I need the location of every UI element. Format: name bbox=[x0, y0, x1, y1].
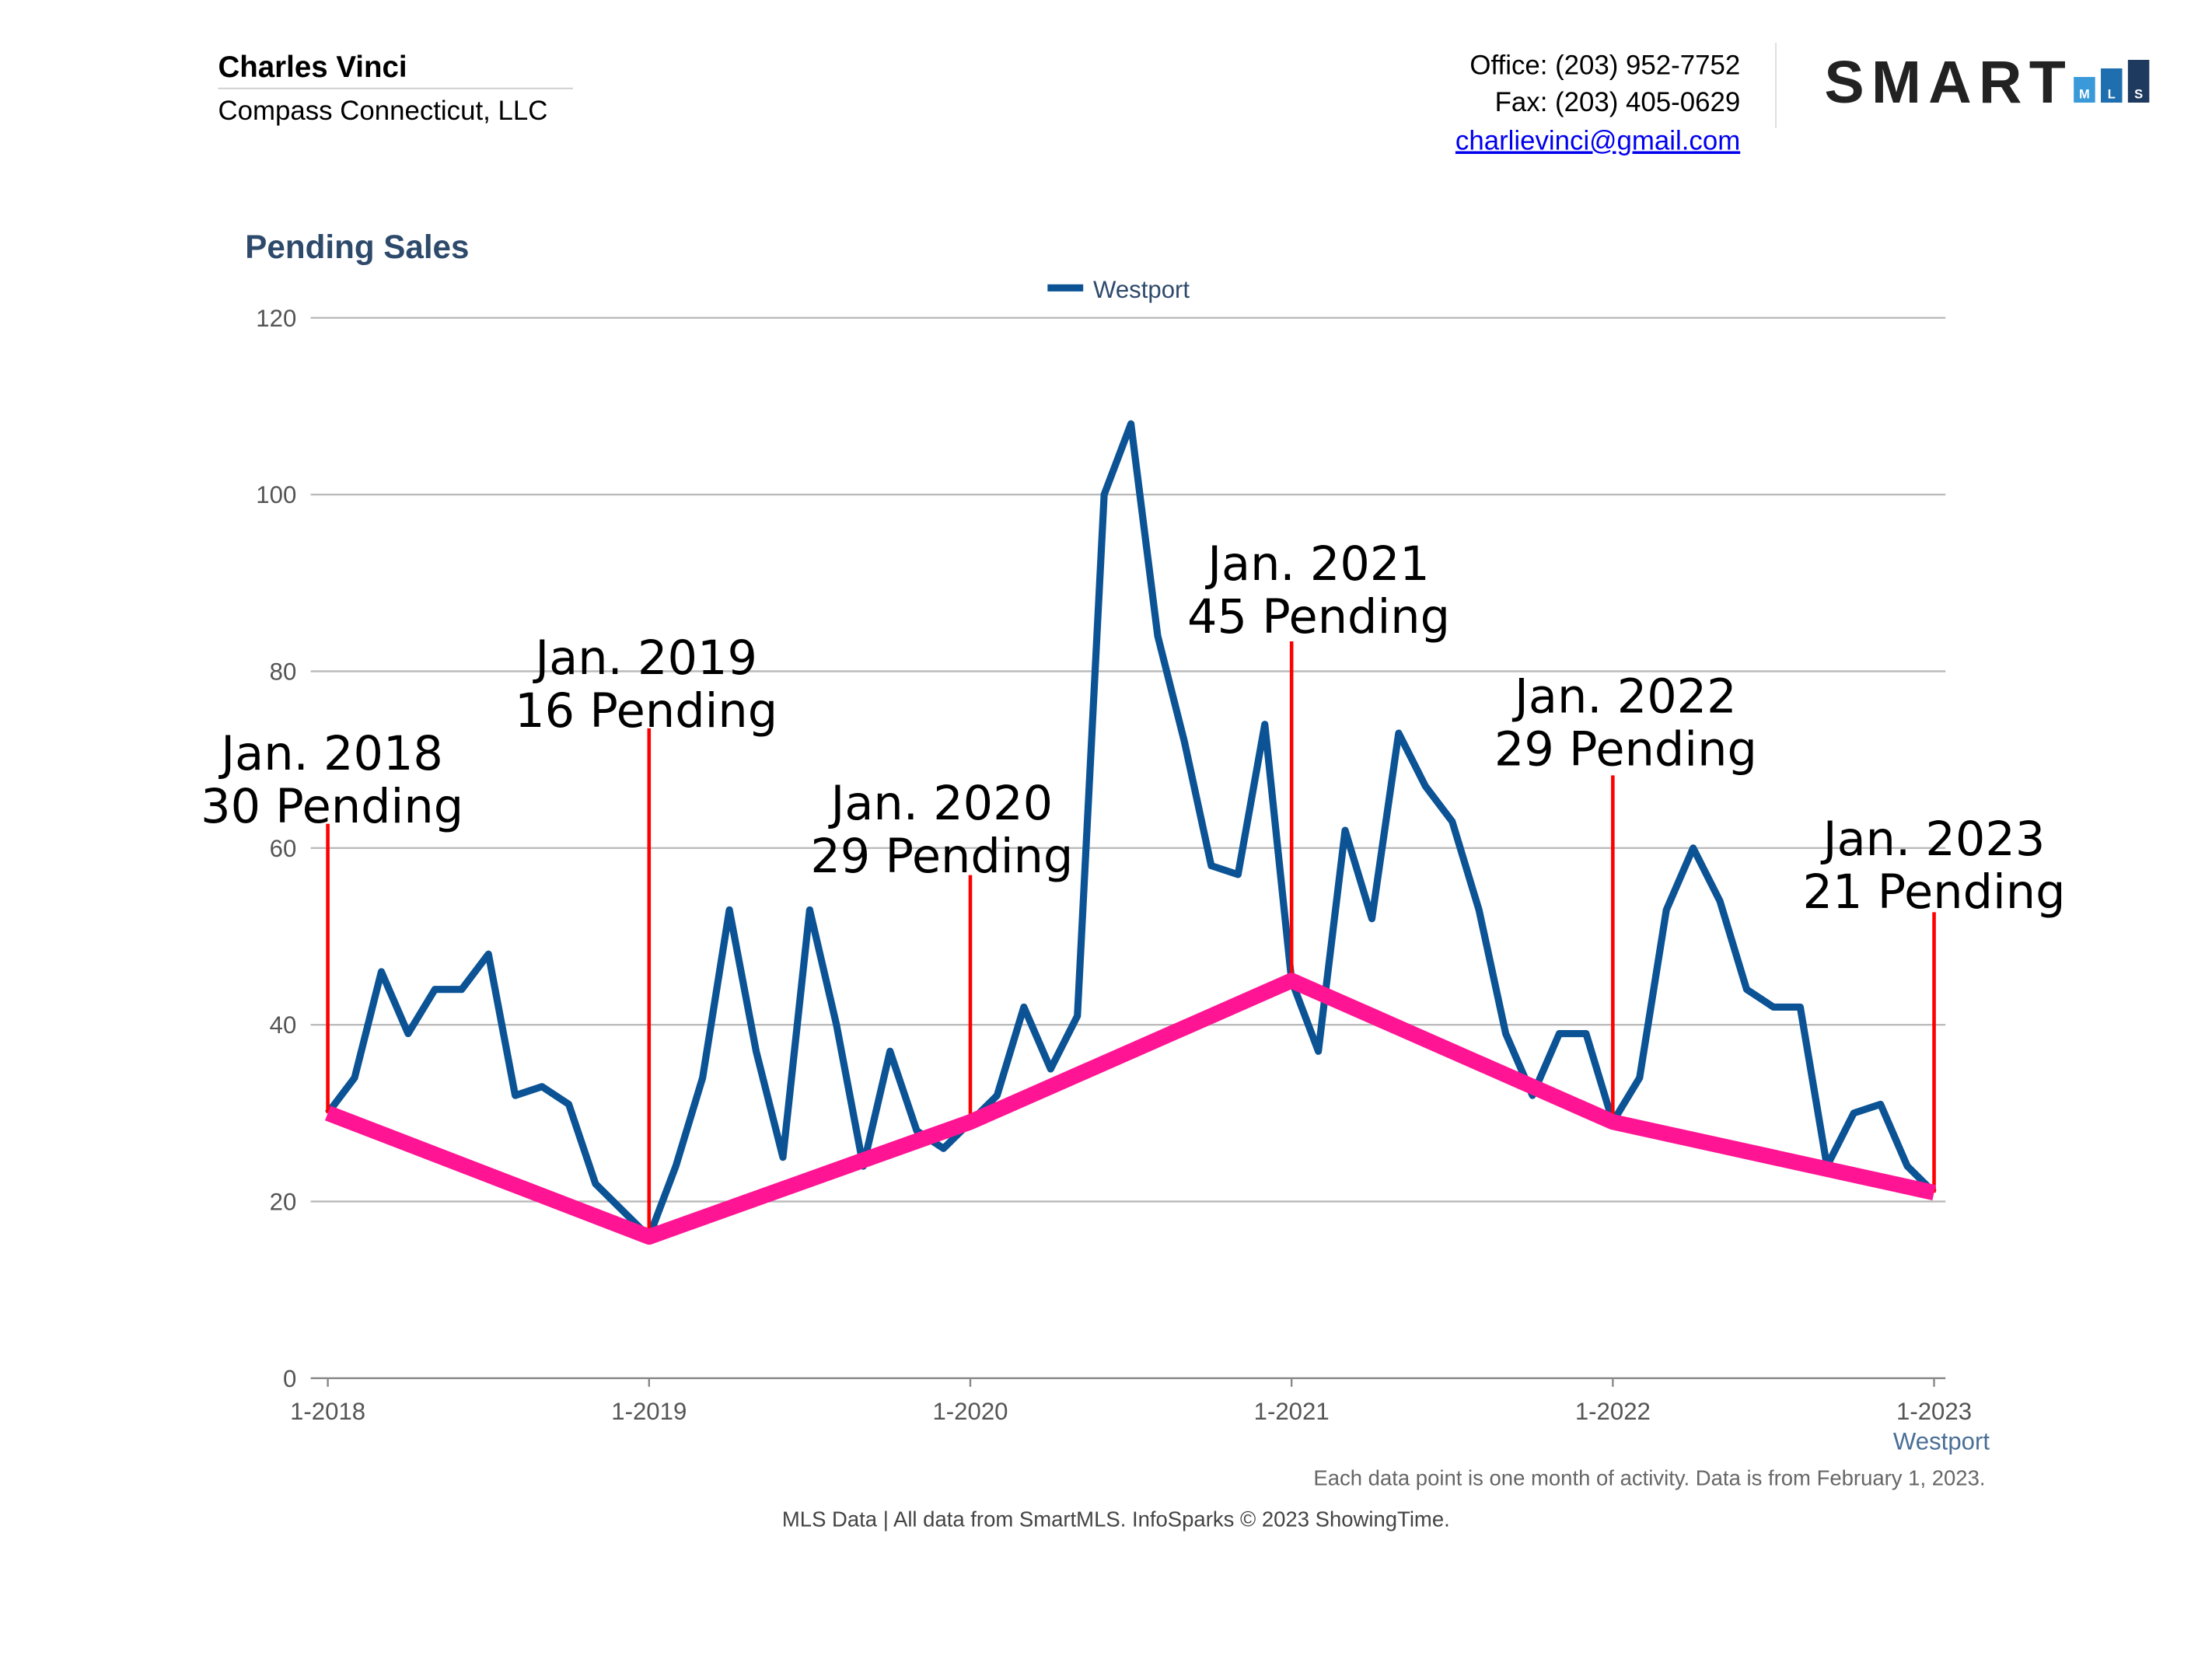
y-tick-label: 120 bbox=[256, 305, 296, 332]
chart-title: Pending Sales bbox=[245, 229, 469, 265]
logo-letter: L bbox=[2108, 87, 2116, 101]
annotation-text: 29 Pending bbox=[810, 830, 1073, 884]
x-tick-label: 1-2023 bbox=[1896, 1398, 1972, 1425]
series-line bbox=[324, 420, 1937, 1241]
y-tick-label: 20 bbox=[270, 1188, 297, 1215]
x-tick-label: 1-2021 bbox=[1254, 1398, 1330, 1425]
company: Compass Connecticut, LLC bbox=[218, 96, 547, 126]
x-tick-label: 1-2022 bbox=[1575, 1398, 1651, 1425]
office-phone: Office: (203) 952-7752 bbox=[1469, 50, 1740, 80]
logo: SMART bbox=[1824, 49, 2073, 116]
logo-letter: S bbox=[2134, 87, 2143, 101]
x-axis-label: Westport bbox=[1893, 1427, 1990, 1455]
logo-square bbox=[2127, 60, 2150, 103]
annotation-text: Jan. 2023 bbox=[1820, 812, 2046, 867]
y-tick-label: 0 bbox=[283, 1365, 296, 1392]
legend-label: Westport bbox=[1093, 276, 1190, 303]
y-tick-label: 80 bbox=[270, 658, 297, 685]
email-link[interactable]: charlievinci@gmail.com bbox=[1455, 125, 1740, 155]
annotation-text: 29 Pending bbox=[1494, 722, 1757, 777]
logo-square bbox=[2074, 77, 2095, 103]
annotation-text: 45 Pending bbox=[1187, 590, 1450, 644]
agent-name: Charles Vinci bbox=[218, 51, 407, 84]
note: Each data point is one month of activity… bbox=[1313, 1465, 1985, 1490]
y-tick-label: 60 bbox=[270, 835, 297, 862]
y-tick-label: 40 bbox=[270, 1011, 297, 1039]
annotation-text: 16 Pending bbox=[515, 684, 778, 739]
annotation-text: Jan. 2020 bbox=[828, 777, 1054, 831]
annotation-text: Jan. 2021 bbox=[1204, 537, 1430, 592]
x-tick-label: 1-2020 bbox=[932, 1398, 1008, 1425]
trend-line bbox=[324, 973, 1936, 1245]
annotation-text: 21 Pending bbox=[1803, 865, 2066, 920]
source: MLS Data | All data from SmartMLS. InfoS… bbox=[782, 1507, 1450, 1531]
annotation-text: Jan. 2019 bbox=[532, 631, 757, 686]
annotation-text: Jan. 2018 bbox=[218, 727, 443, 781]
plot: 0 20 40 60 80 100 120 1-2018 1-2019 1-2020 1-2021 1… bbox=[201, 305, 2065, 1425]
x-tick-label: 1-2018 bbox=[290, 1398, 365, 1425]
logo-square bbox=[2101, 68, 2123, 103]
fax: Fax: (203) 405-0629 bbox=[1495, 87, 1741, 117]
x-tick-label: 1-2019 bbox=[611, 1398, 687, 1425]
annotation-text: 30 Pending bbox=[201, 780, 463, 834]
y-tick-label: 100 bbox=[256, 481, 296, 508]
annotation-text: Jan. 2022 bbox=[1511, 670, 1737, 725]
logo-letter: M bbox=[2079, 87, 2090, 101]
